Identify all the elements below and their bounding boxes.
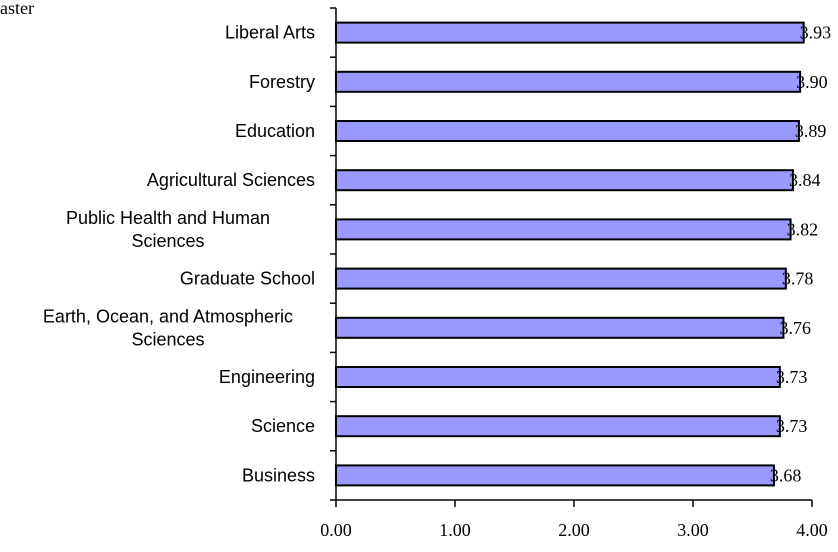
category-label: Graduate School: [180, 269, 315, 289]
category-label: Agricultural Sciences: [147, 170, 315, 190]
data-label: 3.89: [795, 121, 827, 141]
data-label: 3.73: [776, 416, 808, 436]
data-label: 3.76: [779, 318, 811, 338]
x-tick-label: 1.00: [439, 520, 471, 540]
data-label: 3.68: [770, 465, 802, 485]
category-label: Public Health and Human Sciences: [66, 208, 270, 251]
bar: [335, 415, 781, 438]
data-label: 3.78: [782, 269, 814, 289]
bar: [335, 218, 792, 241]
data-label: 3.73: [776, 367, 808, 387]
category-label: Education: [235, 121, 315, 141]
x-tick-label: 4.00: [796, 520, 828, 540]
bar: [335, 366, 781, 388]
x-tick-label: 2.00: [558, 520, 590, 540]
category-label: Liberal Arts: [225, 23, 315, 43]
bar: [335, 464, 775, 487]
category-label: Science: [251, 416, 315, 436]
category-label: Forestry: [249, 72, 315, 92]
category-label: Earth, Ocean, and Atmospheric Sciences: [43, 306, 293, 349]
chart-title-fragment: aster: [0, 0, 34, 18]
category-label: Business: [242, 465, 315, 485]
bar: [335, 70, 802, 93]
bar: [335, 316, 785, 339]
x-tick-label: 0.00: [320, 520, 352, 540]
category-label: Engineering: [219, 367, 315, 387]
axes-group: 0.00 1.00 2.00 3.00 4.00: [320, 7, 828, 540]
data-label: 3.84: [789, 170, 821, 190]
data-label: 3.93: [800, 23, 832, 43]
bar: [335, 169, 794, 192]
data-label: 3.82: [787, 219, 819, 239]
bar: [335, 120, 800, 142]
x-tick-label: 3.00: [677, 520, 709, 540]
bars-group: 3.93 Liberal Arts 3.90 Forestry 3.89 Educatio…: [43, 21, 832, 487]
data-label: 3.90: [796, 72, 828, 92]
bar: [335, 267, 787, 290]
bar: [335, 21, 805, 44]
